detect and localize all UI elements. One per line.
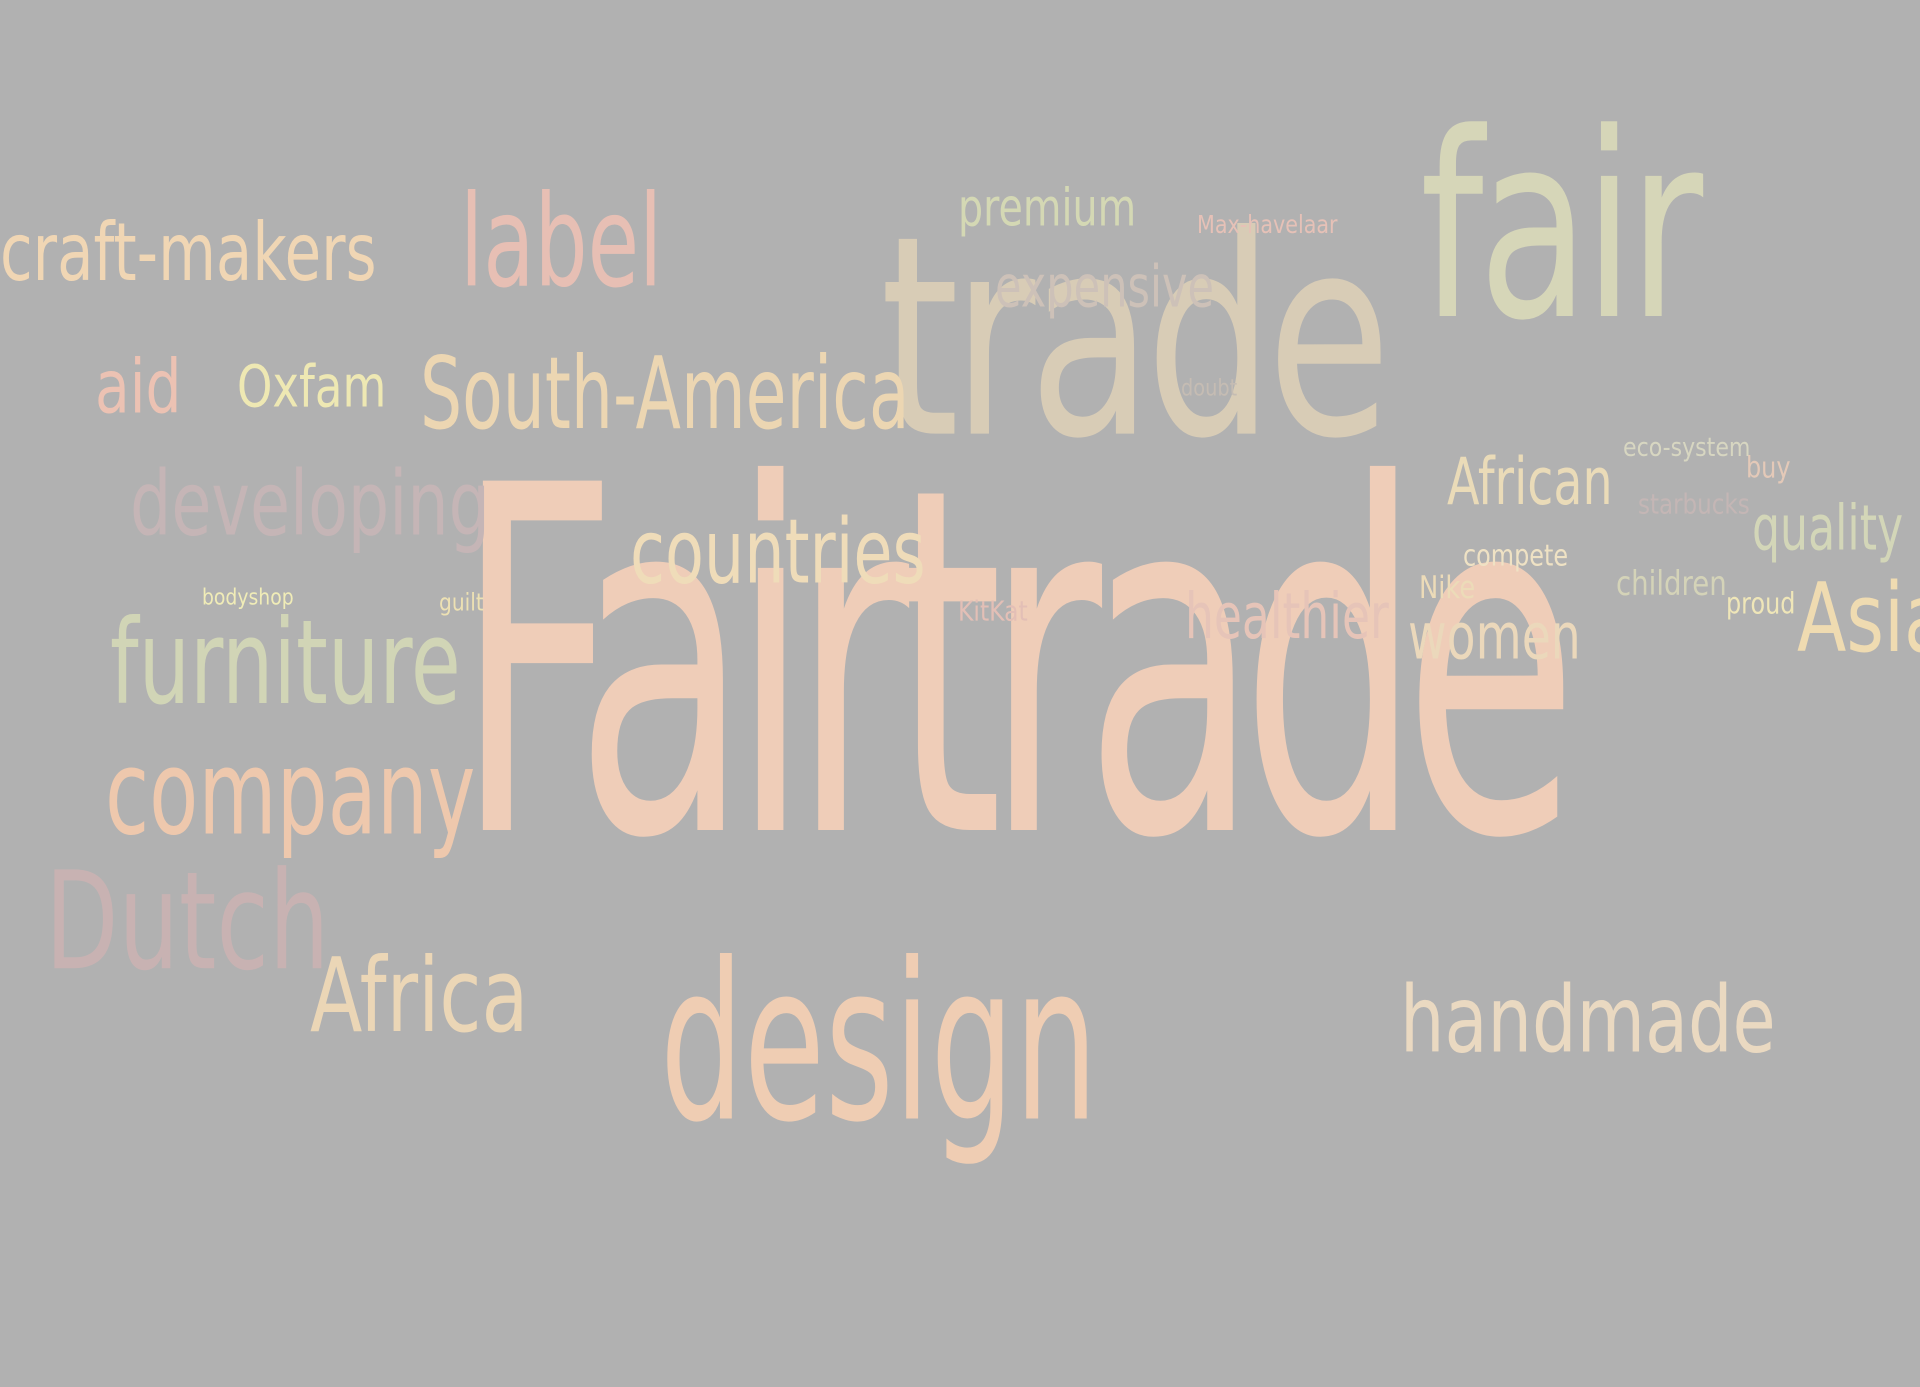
word-healthier: healthier [1185, 580, 1389, 654]
word-proud: proud [1726, 587, 1796, 622]
word-eco-system: eco-system [1623, 433, 1751, 463]
word-quality: quality [1752, 493, 1904, 566]
word-children: children [1616, 564, 1727, 604]
word-trade: trade [880, 177, 1391, 500]
word-max-havelaar: Max-havelaar [1197, 211, 1338, 240]
word-furniture: furniture [110, 595, 461, 732]
word-fair: fair [1420, 78, 1703, 377]
word-starbucks: starbucks [1638, 487, 1750, 521]
word-design: design [660, 916, 1098, 1170]
word-guilt: guilt [439, 589, 484, 618]
word-women: women [1408, 599, 1581, 674]
word-buy: buy [1746, 451, 1791, 486]
word-aid: aid [95, 344, 182, 431]
word-oxfam: Oxfam [237, 353, 387, 421]
word-expensive: expensive [995, 253, 1215, 321]
word-handmade: handmade [1400, 967, 1776, 1075]
word-company: company [105, 725, 476, 863]
word-nike: Nike [1419, 568, 1476, 606]
word-fairtrade: Fairtrade [455, 384, 1578, 944]
word-kitkat: KitKat [958, 594, 1028, 628]
word-compete: compete [1463, 539, 1569, 574]
word-african: African [1447, 444, 1613, 520]
word-premium: premium [958, 178, 1137, 239]
word-developing: developing [130, 452, 490, 556]
word-dutch: Dutch [45, 843, 330, 1002]
word-africa: Africa [310, 935, 529, 1056]
word-doubt: doubt [1181, 374, 1238, 402]
word-south-america: South-America [420, 336, 910, 453]
word-asia: Asia [1797, 563, 1920, 675]
word-craft-makers: craft-makers [0, 205, 377, 300]
word-label: label [460, 168, 663, 317]
word-bodyshop: bodyshop [202, 583, 294, 611]
word-countries: countries [630, 500, 926, 604]
